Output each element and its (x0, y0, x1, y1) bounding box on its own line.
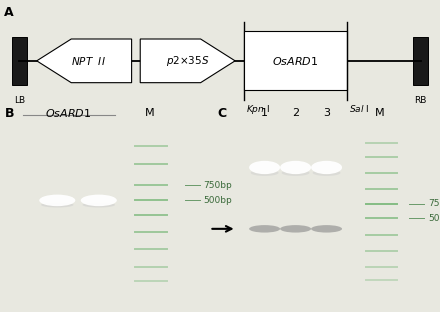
Text: 500bp: 500bp (203, 196, 232, 205)
Text: 750bp: 750bp (203, 181, 232, 190)
Ellipse shape (249, 225, 280, 232)
Ellipse shape (83, 202, 115, 207)
Ellipse shape (311, 225, 342, 232)
Ellipse shape (81, 195, 117, 206)
Ellipse shape (280, 161, 311, 174)
Text: A: A (4, 6, 14, 19)
Text: 2: 2 (292, 108, 299, 118)
Text: LB: LB (14, 96, 25, 105)
Ellipse shape (313, 170, 341, 176)
Text: 750bp: 750bp (428, 199, 440, 208)
Ellipse shape (280, 225, 311, 232)
Text: 3: 3 (323, 108, 330, 118)
Text: $\it{p}$2×35$\it{S}$: $\it{p}$2×35$\it{S}$ (166, 54, 209, 68)
Polygon shape (37, 39, 132, 83)
Text: C: C (217, 107, 226, 120)
FancyBboxPatch shape (12, 37, 27, 85)
Ellipse shape (311, 161, 342, 174)
Ellipse shape (249, 161, 280, 174)
Text: $\it{NPT}$  $\it{II}$: $\it{NPT}$ $\it{II}$ (71, 55, 106, 67)
Ellipse shape (251, 170, 279, 176)
Text: $\it{Sal}$ I: $\it{Sal}$ I (349, 104, 370, 115)
Polygon shape (140, 39, 235, 83)
Ellipse shape (39, 195, 75, 206)
Text: $\it{OsARD1}$: $\it{OsARD1}$ (45, 107, 92, 119)
Text: $\it{Kpn}$ I: $\it{Kpn}$ I (246, 104, 270, 116)
Text: M: M (375, 108, 385, 118)
FancyBboxPatch shape (244, 32, 347, 90)
Text: $\it{OsARD1}$: $\it{OsARD1}$ (272, 55, 319, 67)
Ellipse shape (41, 202, 73, 207)
Text: M: M (144, 108, 154, 118)
Text: 1: 1 (261, 108, 268, 118)
Text: RB: RB (414, 96, 427, 105)
Ellipse shape (282, 170, 309, 176)
Text: 500bp: 500bp (428, 214, 440, 223)
Text: B: B (5, 107, 15, 120)
FancyBboxPatch shape (413, 37, 428, 85)
